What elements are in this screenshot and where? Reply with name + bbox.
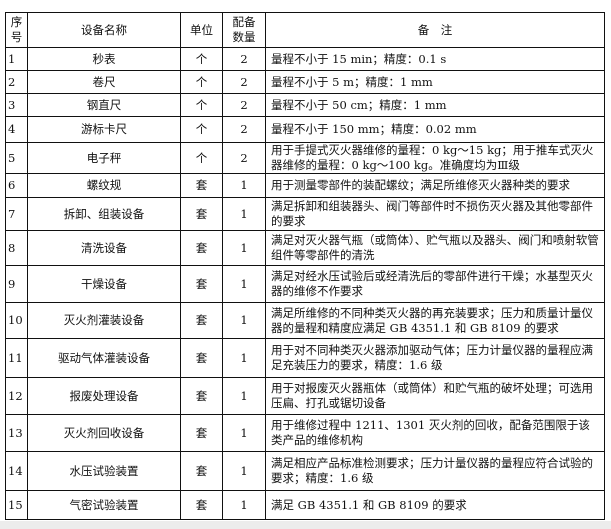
row-note: 量程不小于 15 min；精度：0.1 s — [265, 47, 605, 71]
row-name: 钢直尺 — [27, 93, 181, 117]
row-name: 气密试验装置 — [27, 490, 181, 520]
row-unit: 套 — [180, 302, 223, 339]
row-name: 灭火剂回收设备 — [27, 414, 181, 452]
row-unit: 套 — [180, 230, 223, 266]
row-qty: 1 — [222, 451, 266, 491]
row-qty: 1 — [222, 414, 266, 452]
row-index: 11 — [5, 338, 28, 378]
page-bottom-band — [0, 521, 611, 529]
row-name: 卷尺 — [27, 70, 181, 94]
table-row: 9 干燥设备套 1 满足对经水压试验后或经清洗后的零部件进行干燥；水基型灭火器的维修不… — [5, 265, 605, 303]
row-note: 用于维修过程中 1211、1301 灭火剂的回收，配备范围限于该类产品的维修机构 — [265, 414, 605, 452]
row-note: 满足对经水压试验后或经清洗后的零部件进行干燥；水基型灭火器的维修不作要求 — [265, 265, 605, 303]
table-row: 13 灭火剂回收设备套 1 用于维修过程中 1211、1301 灭火剂的回收，配备范围… — [5, 414, 605, 452]
header-qty: 配备数量 — [222, 12, 266, 48]
row-qty: 1 — [222, 230, 266, 266]
row-unit: 套 — [180, 338, 223, 378]
row-index: 5 — [5, 142, 28, 174]
row-note: 量程不小于 150 mm；精度：0.02 mm — [265, 116, 605, 143]
table-row: 12 报废处理设备套 1 用于对报废灭火器瓶体（或筒体）和贮气瓶的破坏处理；可选用压扁… — [5, 377, 605, 415]
row-note: 满足 GB 4351.1 和 GB 8109 的要求 — [265, 490, 605, 520]
row-note: 量程不小于 5 m；精度：1 mm — [265, 70, 605, 94]
row-index: 4 — [5, 116, 28, 143]
row-name: 游标卡尺 — [27, 116, 181, 143]
row-name: 灭火剂灌装设备 — [27, 302, 181, 339]
row-note: 满足拆卸和组装器头、阀门等部件时不损伤灭火器及其他零部件的要求 — [265, 197, 605, 231]
row-qty: 1 — [222, 377, 266, 415]
row-name: 干燥设备 — [27, 265, 181, 303]
row-name: 水压试验装置 — [27, 451, 181, 491]
row-unit: 个 — [180, 116, 223, 143]
row-note: 满足所维修的不同种类灭火器的再充装要求；压力和质量计量仪器的量程和精度应满足 G… — [265, 302, 605, 339]
table-row: 2 卷尺个 2 量程不小于 5 m；精度：1 mm — [5, 70, 605, 94]
row-index: 15 — [5, 490, 28, 520]
row-qty: 1 — [222, 338, 266, 378]
row-index: 6 — [5, 173, 28, 198]
row-qty: 1 — [222, 265, 266, 303]
row-qty: 2 — [222, 93, 266, 117]
row-index: 12 — [5, 377, 28, 415]
row-note: 量程不小于 50 cm；精度：1 mm — [265, 93, 605, 117]
table-row: 7 拆卸、组装设备套 1 满足拆卸和组装器头、阀门等部件时不损伤灭火器及其他零部件的要… — [5, 197, 605, 231]
table-row: 4 游标卡尺个 2 量程不小于 150 mm；精度：0.02 mm — [5, 116, 605, 143]
row-unit: 个 — [180, 93, 223, 117]
row-qty: 1 — [222, 173, 266, 198]
table-row: 5 电子秤个 2 用于手提式灭火器维修的量程：0 kg～15 kg；用于推车式灭火器维… — [5, 142, 605, 174]
row-name: 螺纹规 — [27, 173, 181, 198]
table-header-row: 序号 设备名称 单位 配备数量 备 注 — [5, 12, 605, 48]
row-unit: 套 — [180, 173, 223, 198]
table-row: 6 螺纹规套 1 用于测量零部件的装配螺纹；满足所维修灭火器种类的要求 — [5, 173, 605, 198]
row-unit: 套 — [180, 451, 223, 491]
row-unit: 套 — [180, 265, 223, 303]
table-row: 14 水压试验装置套 1 满足相应产品标准检测要求；压力计量仪器的量程应符合试验的要求… — [5, 451, 605, 491]
row-unit: 套 — [180, 414, 223, 452]
header-note: 备 注 — [265, 12, 605, 48]
row-qty: 2 — [222, 70, 266, 94]
row-qty: 2 — [222, 47, 266, 71]
row-index: 14 — [5, 451, 28, 491]
row-qty: 2 — [222, 116, 266, 143]
table-row: 10 灭火剂灌装设备套 1 满足所维修的不同种类灭火器的再充装要求；压力和质量计量仪器… — [5, 302, 605, 339]
row-note: 用于手提式灭火器维修的量程：0 kg～15 kg；用于推车式灭火器维修的量程：0… — [265, 142, 605, 174]
row-index: 7 — [5, 197, 28, 231]
row-unit: 个 — [180, 47, 223, 71]
row-qty: 1 — [222, 490, 266, 520]
row-qty: 2 — [222, 142, 266, 174]
row-note: 用于对不同种类灭火器添加驱动气体；压力计量仪器的量程应满足充装压力的要求，精度：… — [265, 338, 605, 378]
row-unit: 套 — [180, 197, 223, 231]
row-index: 10 — [5, 302, 28, 339]
row-note: 用于测量零部件的装配螺纹；满足所维修灭火器种类的要求 — [265, 173, 605, 198]
row-unit: 套 — [180, 377, 223, 415]
row-name: 清洗设备 — [27, 230, 181, 266]
row-unit: 个 — [180, 70, 223, 94]
table-row: 15 气密试验装置套 1 满足 GB 4351.1 和 GB 8109 的要求 — [5, 490, 605, 520]
row-name: 驱动气体灌装设备 — [27, 338, 181, 378]
row-index: 3 — [5, 93, 28, 117]
row-index: 8 — [5, 230, 28, 266]
row-note: 满足对灭火器气瓶（或筒体）、贮气瓶以及器头、阀门和喷射软管组件等零部件的清洗 — [265, 230, 605, 266]
table-row: 3 钢直尺个 2 量程不小于 50 cm；精度：1 mm — [5, 93, 605, 117]
row-index: 1 — [5, 47, 28, 71]
row-note: 满足相应产品标准检测要求；压力计量仪器的量程应符合试验的要求；精度：1.6 级 — [265, 451, 605, 491]
row-index: 2 — [5, 70, 28, 94]
row-name: 电子秤 — [27, 142, 181, 174]
row-note: 用于对报废灭火器瓶体（或筒体）和贮气瓶的破坏处理；可选用压扁、打孔或锯切设备 — [265, 377, 605, 415]
table-row: 1 秒表个 2 量程不小于 15 min；精度：0.1 s — [5, 47, 605, 71]
table-row: 8 清洗设备套 1 满足对灭火器气瓶（或筒体）、贮气瓶以及器头、阀门和喷射软管组件等零… — [5, 230, 605, 266]
row-qty: 1 — [222, 197, 266, 231]
row-qty: 1 — [222, 302, 266, 339]
equipment-table: 序号 设备名称 单位 配备数量 备 注 1 秒表个 2 量程不小于 15 min；精度… — [5, 12, 605, 520]
row-unit: 个 — [180, 142, 223, 174]
header-unit: 单位 — [180, 12, 223, 48]
table-row: 11 驱动气体灌装设备套 1 用于对不同种类灭火器添加驱动气体；压力计量仪器的量程应满… — [5, 338, 605, 378]
row-unit: 套 — [180, 490, 223, 520]
row-name: 报废处理设备 — [27, 377, 181, 415]
row-name: 拆卸、组装设备 — [27, 197, 181, 231]
row-index: 9 — [5, 265, 28, 303]
header-index: 序号 — [5, 12, 28, 48]
row-index: 13 — [5, 414, 28, 452]
header-name: 设备名称 — [27, 12, 181, 48]
row-name: 秒表 — [27, 47, 181, 71]
